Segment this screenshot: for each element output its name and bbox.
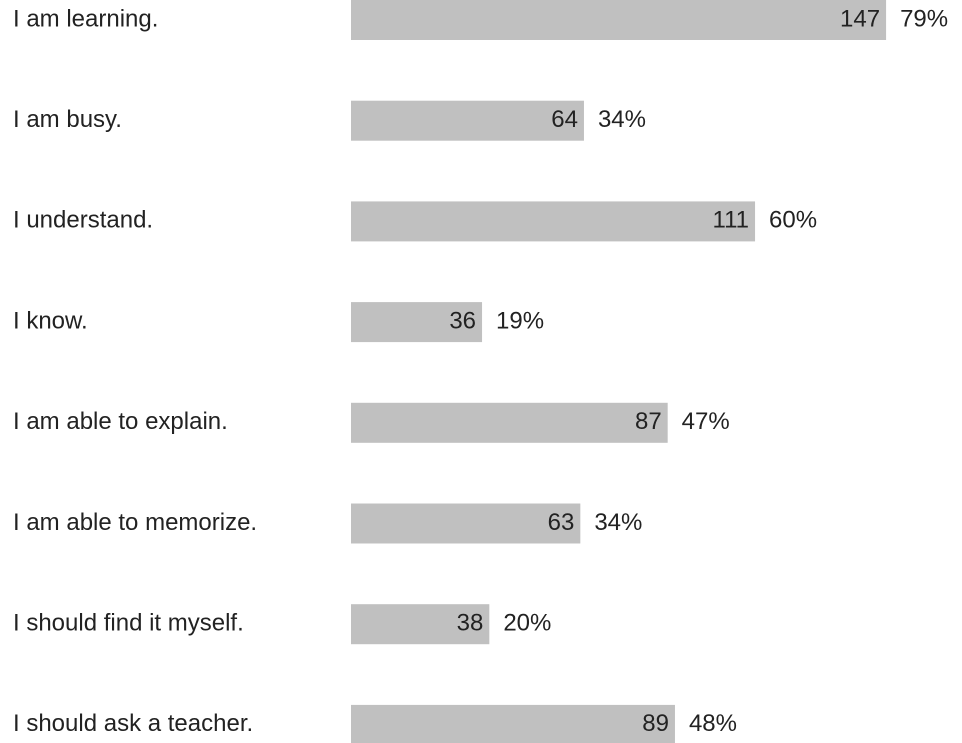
category-label: I am busy. xyxy=(13,106,122,133)
value-label: 111 xyxy=(713,207,749,234)
chart-rows: I am learning. 147 79% I am busy. 64 34% I und… xyxy=(13,0,948,743)
percent-label: 60% xyxy=(769,207,817,234)
percent-label: 79% xyxy=(900,5,948,32)
percent-label: 34% xyxy=(598,106,646,133)
value-label: 64 xyxy=(551,106,578,133)
category-label: I am able to explain. xyxy=(13,408,228,435)
bar-row: I am able to memorize. 63 34% xyxy=(13,503,642,544)
category-label: I am learning. xyxy=(13,5,158,32)
category-label: I understand. xyxy=(13,207,153,234)
percent-label: 48% xyxy=(689,710,737,737)
bar-row: I should ask a teacher. 89 48% xyxy=(13,704,737,743)
bar-row: I understand. 111 60% xyxy=(13,201,817,242)
category-label: I should find it myself. xyxy=(13,610,244,637)
percent-label: 34% xyxy=(594,509,642,536)
value-label: 63 xyxy=(548,509,575,536)
value-label: 87 xyxy=(635,408,662,435)
bar xyxy=(351,503,581,544)
percent-label: 19% xyxy=(496,307,544,334)
percent-label: 20% xyxy=(503,610,551,637)
bar-row: I am learning. 147 79% xyxy=(13,0,948,40)
category-label: I am able to memorize. xyxy=(13,509,257,536)
bar-row: I should find it myself. 38 20% xyxy=(13,604,551,645)
value-label: 38 xyxy=(457,610,484,637)
percent-label: 47% xyxy=(682,408,730,435)
bar xyxy=(351,402,668,443)
bar xyxy=(351,201,756,242)
value-label: 36 xyxy=(449,307,476,334)
bar-row: I am able to explain. 87 47% xyxy=(13,402,730,443)
bar-row: I am busy. 64 34% xyxy=(13,100,646,141)
bar xyxy=(351,100,584,141)
category-label: I know. xyxy=(13,307,88,334)
bar xyxy=(351,302,483,343)
bar xyxy=(351,604,490,645)
value-label: 147 xyxy=(840,5,880,32)
bar xyxy=(351,704,675,743)
category-label: I should ask a teacher. xyxy=(13,710,253,737)
bar-row: I know. 36 19% xyxy=(13,302,544,343)
bar xyxy=(351,0,887,40)
value-label: 89 xyxy=(642,710,669,737)
